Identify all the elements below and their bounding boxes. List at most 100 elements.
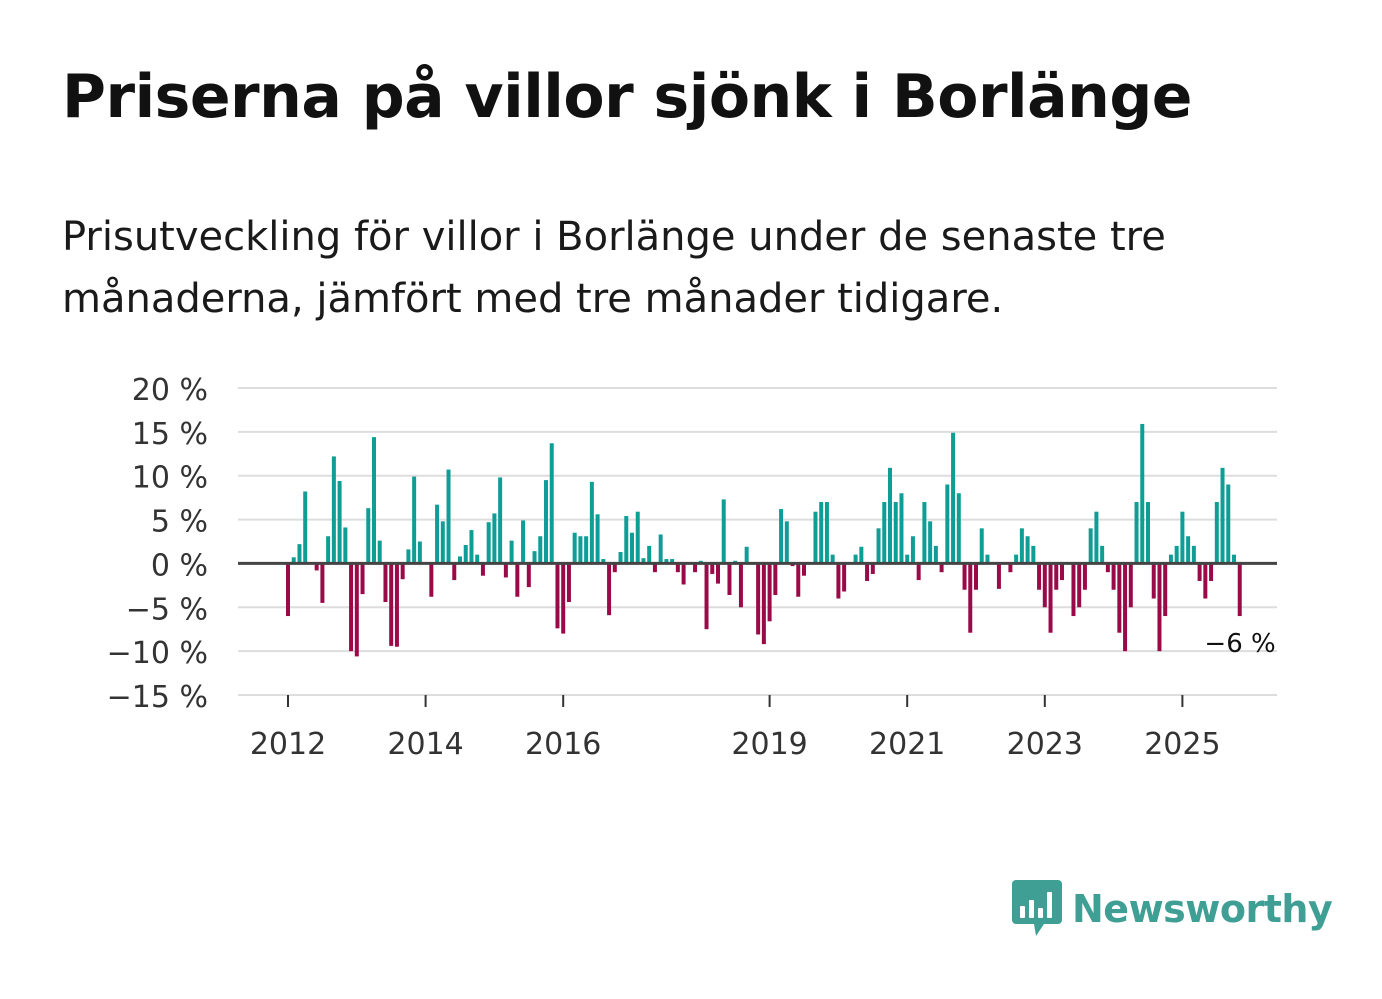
bar: [1157, 563, 1162, 652]
bar: [951, 432, 956, 564]
bar: [813, 511, 818, 564]
y-tick-label: −10 %: [107, 636, 208, 671]
bar: [647, 545, 652, 564]
bar: [584, 536, 589, 564]
bar-chart-bubble-icon: [1012, 880, 1062, 936]
bar: [1214, 502, 1219, 564]
bar: [767, 563, 772, 622]
bar: [727, 563, 732, 596]
bar: [354, 563, 359, 657]
bar: [1163, 563, 1168, 617]
bar: [744, 546, 749, 564]
bar: [486, 522, 491, 564]
bar: [1105, 563, 1110, 573]
bar: [521, 520, 526, 564]
bar: [509, 540, 514, 564]
chart-subtitle: Prisutveckling för villor i Borlänge und…: [62, 214, 1166, 322]
bar: [394, 563, 399, 647]
y-tick-label: 15 %: [132, 417, 208, 452]
grid-lines: [238, 387, 1277, 696]
bar: [819, 502, 824, 564]
bar: [412, 476, 417, 564]
bar: [1203, 563, 1208, 599]
bar: [761, 563, 766, 645]
bar: [446, 469, 451, 564]
bar: [578, 536, 583, 564]
bar: [1237, 563, 1242, 617]
brand-name: Newsworthy: [1072, 887, 1333, 931]
bar: [1197, 563, 1202, 581]
bar: [1100, 545, 1105, 564]
bar: [756, 563, 761, 635]
bar: [601, 559, 606, 564]
bar: [796, 563, 801, 597]
bar: [996, 563, 1001, 589]
bar: [457, 556, 462, 564]
bars: [238, 423, 1277, 657]
bar: [1031, 545, 1036, 564]
bar: [1140, 423, 1145, 564]
bar: [870, 563, 875, 574]
bar: [1151, 563, 1156, 599]
bar: [503, 563, 508, 578]
bar: [721, 499, 726, 564]
bar: [624, 516, 629, 564]
bar: [773, 563, 778, 596]
bar: [1088, 528, 1093, 564]
x-tick-label: 2016: [525, 727, 601, 762]
bar: [893, 502, 898, 564]
bar: [612, 563, 617, 573]
bar: [566, 563, 571, 603]
bar: [1168, 554, 1173, 564]
bar: [916, 563, 921, 581]
bar: [371, 437, 376, 564]
bar: [1042, 563, 1047, 608]
bar: [1134, 502, 1139, 564]
x-tick-label: 2023: [1007, 727, 1083, 762]
bar: [326, 536, 331, 564]
chart-title: Priserna på villor sjönk i Borlänge: [62, 62, 1192, 132]
bar: [876, 528, 881, 564]
bar: [629, 532, 634, 564]
bar: [1037, 563, 1042, 590]
bar: [1231, 554, 1236, 564]
bar: [607, 563, 612, 616]
bar: [968, 563, 973, 633]
bar: [1145, 502, 1150, 564]
bar: [343, 527, 348, 564]
y-tick-label: −5 %: [126, 592, 208, 627]
newsworthy-logo: Newsworthy: [1010, 878, 1333, 940]
bar: [784, 521, 789, 564]
bar: [962, 563, 967, 590]
x-tick-label: 2012: [250, 727, 326, 762]
y-axis-labels: 20 % 15 % 10 % 5 % 0 % −5 % −10 % −15 %: [107, 373, 208, 715]
bar: [618, 552, 623, 564]
x-tick-label: 2025: [1144, 727, 1220, 762]
bar: [664, 559, 669, 564]
bar: [933, 545, 938, 564]
bar: [658, 534, 663, 564]
bar: [1174, 545, 1179, 564]
bar: [515, 563, 520, 597]
bar: [738, 563, 743, 608]
bar: [492, 513, 497, 564]
y-tick-label: −15 %: [107, 680, 208, 715]
bar: [1019, 528, 1024, 564]
bar: [1226, 484, 1231, 564]
bar: [291, 557, 296, 564]
bar: [429, 563, 434, 597]
bar: [1008, 563, 1013, 573]
bar: [480, 563, 485, 576]
bar: [652, 563, 657, 573]
bar: [400, 563, 405, 580]
bar: [543, 480, 548, 564]
bar: [389, 563, 394, 646]
bar: [715, 563, 720, 584]
x-tick-label: 2014: [387, 727, 463, 762]
bar: [939, 563, 944, 573]
x-tick-label: 2019: [731, 727, 807, 762]
bar: [337, 480, 342, 564]
bar: [675, 563, 680, 573]
y-tick-label: 20 %: [132, 373, 208, 408]
